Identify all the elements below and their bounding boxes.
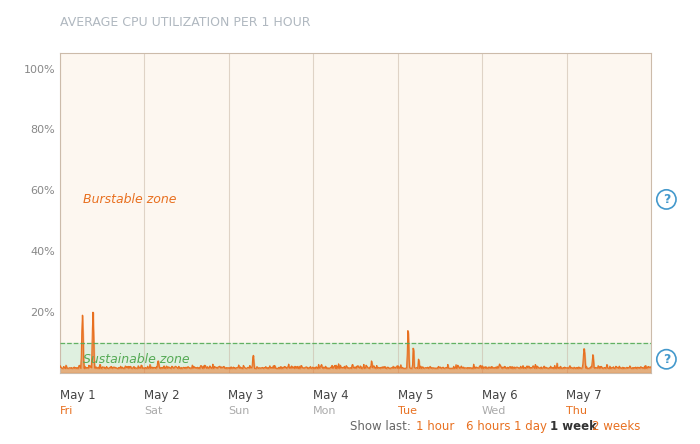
Text: May 6: May 6 xyxy=(482,388,517,401)
Text: 1 week: 1 week xyxy=(550,420,596,433)
Text: Sustainable zone: Sustainable zone xyxy=(83,353,190,366)
Bar xyxy=(60,342,651,373)
Text: May 7: May 7 xyxy=(566,388,602,401)
Text: ?: ? xyxy=(663,193,670,206)
Text: 1 day: 1 day xyxy=(514,420,547,433)
Text: May 2: May 2 xyxy=(144,388,180,401)
Text: 6 hours: 6 hours xyxy=(466,420,510,433)
Text: Wed: Wed xyxy=(482,406,506,416)
Text: Burstable zone: Burstable zone xyxy=(83,193,176,206)
Text: Fri: Fri xyxy=(60,406,73,416)
Text: May 3: May 3 xyxy=(228,388,264,401)
Text: AVERAGE CPU UTILIZATION PER 1 HOUR: AVERAGE CPU UTILIZATION PER 1 HOUR xyxy=(60,16,310,28)
Text: May 4: May 4 xyxy=(313,388,349,401)
Text: Mon: Mon xyxy=(313,406,337,416)
Text: Tue: Tue xyxy=(398,406,416,416)
Text: ?: ? xyxy=(663,353,670,366)
Text: Sat: Sat xyxy=(144,406,162,416)
Text: May 5: May 5 xyxy=(398,388,433,401)
Text: May 1: May 1 xyxy=(60,388,95,401)
Text: Thu: Thu xyxy=(566,406,587,416)
Text: 1 hour: 1 hour xyxy=(416,420,455,433)
Text: 2 weeks: 2 weeks xyxy=(592,420,640,433)
Text: Sun: Sun xyxy=(228,406,250,416)
Text: Show last:: Show last: xyxy=(350,420,411,433)
